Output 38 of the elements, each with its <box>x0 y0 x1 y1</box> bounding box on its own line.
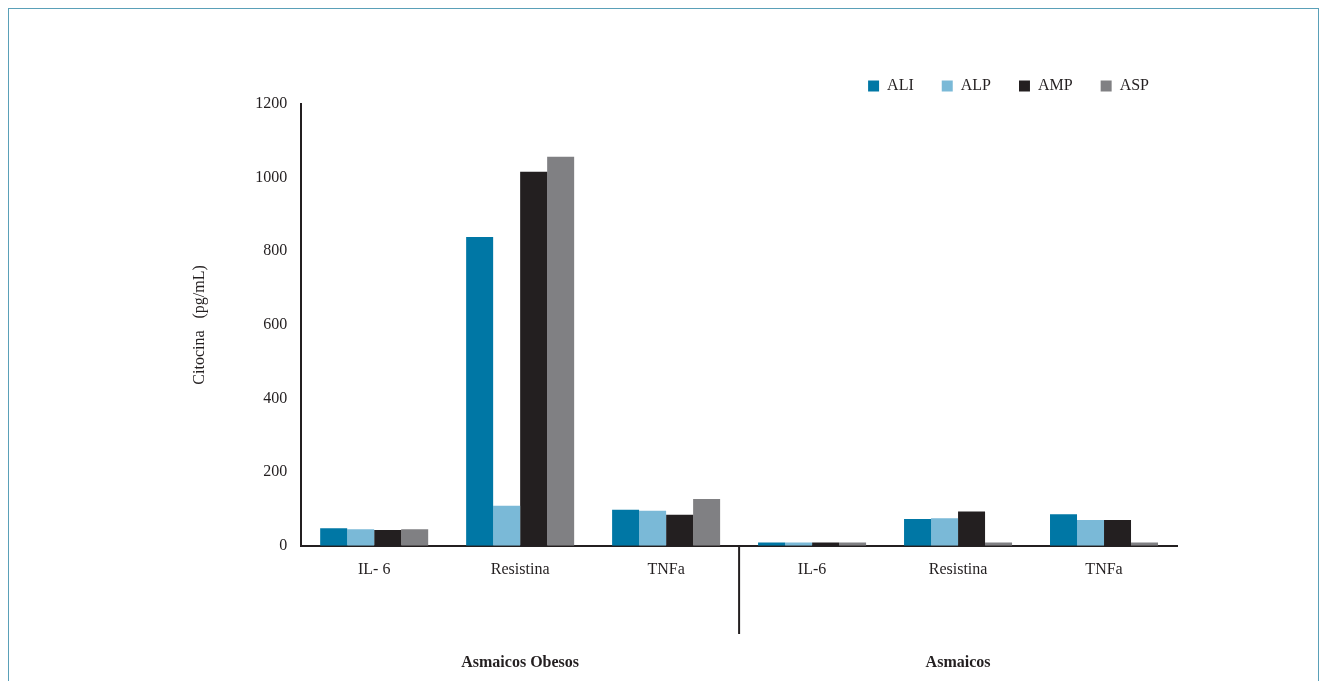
bar <box>693 499 721 546</box>
x-tick-label: Resistina <box>928 559 988 577</box>
bar <box>1050 514 1078 546</box>
bar <box>347 529 375 546</box>
x-tick-label: IL-6 <box>797 559 827 577</box>
bar <box>493 505 521 546</box>
text: Asmaicos <box>925 653 991 671</box>
bar <box>1131 542 1159 546</box>
bar <box>547 156 575 546</box>
legend-label: ALI <box>887 76 914 94</box>
x-tick-label: TNFa <box>1085 559 1123 577</box>
x-tick-label: Resistina <box>490 559 550 577</box>
y-tick-label: 800 <box>263 241 288 259</box>
bar <box>639 510 667 546</box>
legend-label: ASP <box>1119 76 1150 94</box>
bar <box>401 529 429 546</box>
bar <box>931 518 959 546</box>
y-tick-label: 200 <box>263 462 288 480</box>
y-tick-label: 1200 <box>255 94 288 112</box>
y-axis-title: Citocina (pg/mL) <box>189 265 208 385</box>
text: Asmaicos Obesos <box>461 653 580 671</box>
bar <box>1077 520 1105 546</box>
bar <box>785 542 813 546</box>
y-tick-label: 1000 <box>255 167 288 185</box>
bar <box>839 542 867 546</box>
x-tick-label: IL- 6 <box>357 559 391 577</box>
legend-label: ALP <box>960 76 992 94</box>
bar <box>985 542 1013 546</box>
x-tick-label: TNFa <box>647 559 685 577</box>
bar <box>320 528 348 546</box>
bar <box>612 509 640 546</box>
bar <box>904 518 932 546</box>
y-tick-label: 600 <box>263 315 288 333</box>
y-tick-label: 400 <box>263 388 288 406</box>
legend-label: AMP <box>1037 76 1073 94</box>
y-tick-label: 0 <box>279 536 288 553</box>
bar <box>466 236 494 546</box>
bar <box>758 542 786 546</box>
